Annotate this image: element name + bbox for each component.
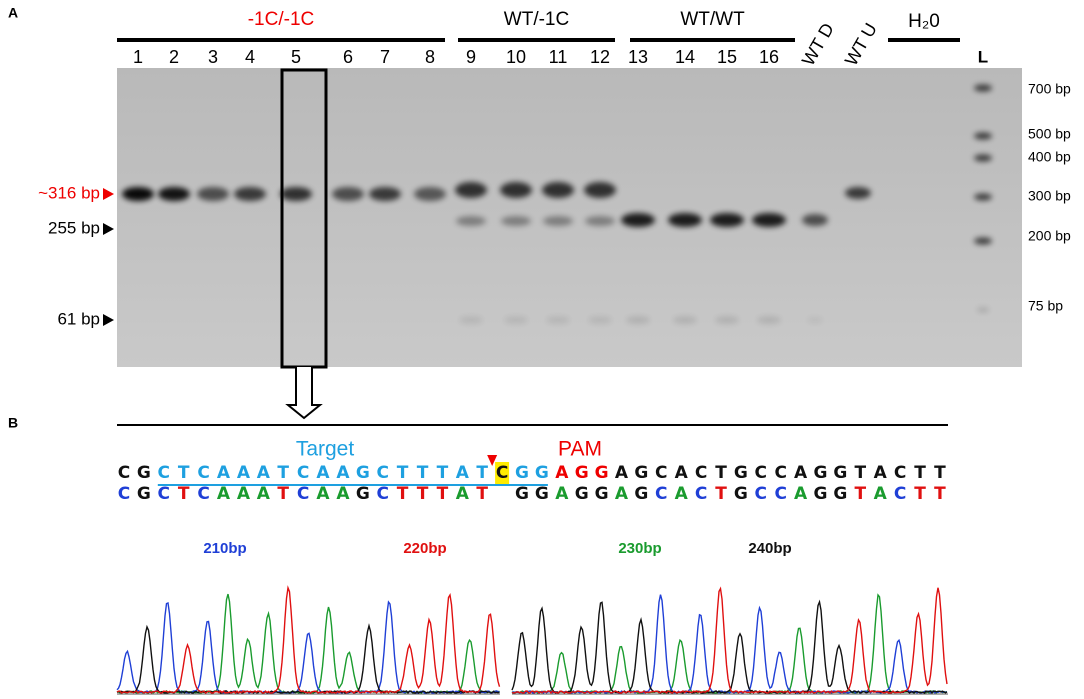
band <box>715 316 739 324</box>
size-marker: 255 bp <box>48 218 100 237</box>
band <box>757 316 781 324</box>
size-marker: 61 bp <box>57 309 100 328</box>
lane-label: 16 <box>759 47 779 67</box>
marker-arrow <box>103 314 114 326</box>
trace <box>116 623 500 694</box>
band <box>807 317 823 323</box>
band <box>584 182 616 198</box>
band <box>543 216 573 226</box>
panel-label: B <box>8 415 18 431</box>
band <box>197 187 229 201</box>
band <box>369 187 401 201</box>
lane-label: 13 <box>628 47 648 67</box>
band <box>668 213 702 227</box>
lane-label: 7 <box>380 47 390 67</box>
trace <box>511 594 948 695</box>
edit-arrow <box>487 455 498 466</box>
band <box>974 154 992 162</box>
group-label: WT/WT <box>680 9 745 30</box>
trace <box>116 600 500 694</box>
band <box>501 216 531 226</box>
band <box>280 187 312 201</box>
trace <box>511 586 948 694</box>
band <box>974 84 992 92</box>
band <box>158 187 190 201</box>
group-label: WT/-1C <box>504 9 569 30</box>
band <box>710 213 744 227</box>
band <box>500 182 532 198</box>
band <box>588 316 612 324</box>
lane-label: L <box>978 47 988 66</box>
band <box>621 213 655 227</box>
band <box>234 187 266 201</box>
band <box>585 216 615 226</box>
lane-label: 11 <box>549 47 568 67</box>
ladder-label: 500 bp <box>1028 126 1071 142</box>
lane-label: 3 <box>208 47 218 67</box>
band <box>752 213 786 227</box>
band <box>546 316 570 324</box>
lane-label: 2 <box>169 47 179 67</box>
band <box>504 316 528 324</box>
band <box>802 214 828 226</box>
lane-label: 12 <box>590 47 610 67</box>
band <box>542 182 574 198</box>
pam-label: PAM <box>558 438 602 461</box>
band <box>122 187 154 201</box>
ladder-label: 300 bp <box>1028 188 1071 204</box>
edit-highlight <box>495 462 510 484</box>
lane-label: 14 <box>675 47 695 67</box>
size-marker: ~316 bp <box>38 183 100 202</box>
lane-label: 15 <box>717 47 737 67</box>
panel-label: A <box>8 5 18 21</box>
lane-label: 9 <box>466 47 476 67</box>
band <box>332 187 364 201</box>
group-label: -1C/-1C <box>248 9 315 30</box>
lane-label: 4 <box>245 47 255 67</box>
lane-label: 6 <box>343 47 353 67</box>
position-label: 240bp <box>748 540 791 557</box>
band <box>626 316 650 324</box>
band <box>974 193 992 201</box>
band <box>845 187 871 199</box>
position-label: 230bp <box>618 540 661 557</box>
position-label: 220bp <box>403 540 446 557</box>
band <box>414 187 446 201</box>
lane-label: WT D <box>798 20 838 70</box>
position-label: 210bp <box>203 540 246 557</box>
trace <box>511 593 948 695</box>
trace <box>116 585 501 695</box>
band <box>974 237 992 245</box>
ladder-label: 700 bp <box>1028 81 1071 97</box>
trace <box>511 599 948 695</box>
band <box>974 132 992 140</box>
lane-label: 1 <box>133 47 143 67</box>
gel <box>117 68 1022 367</box>
band <box>459 316 483 324</box>
lane-label: 5 <box>291 47 301 67</box>
lane-label: WT U <box>841 20 881 70</box>
band <box>456 216 486 226</box>
marker-arrow <box>103 188 114 200</box>
lane-label: 8 <box>425 47 435 67</box>
band <box>673 316 697 324</box>
ladder-label: 75 bp <box>1028 298 1063 314</box>
arrow <box>285 367 323 420</box>
marker-arrow <box>103 223 114 235</box>
lane-label: 10 <box>506 47 526 67</box>
band <box>977 307 989 313</box>
target-label: Target <box>296 438 355 461</box>
band <box>455 182 487 198</box>
ladder-label: 400 bp <box>1028 149 1071 165</box>
group-label: H₂0 <box>908 11 940 32</box>
ladder-label: 200 bp <box>1028 228 1071 244</box>
bands <box>122 84 992 324</box>
